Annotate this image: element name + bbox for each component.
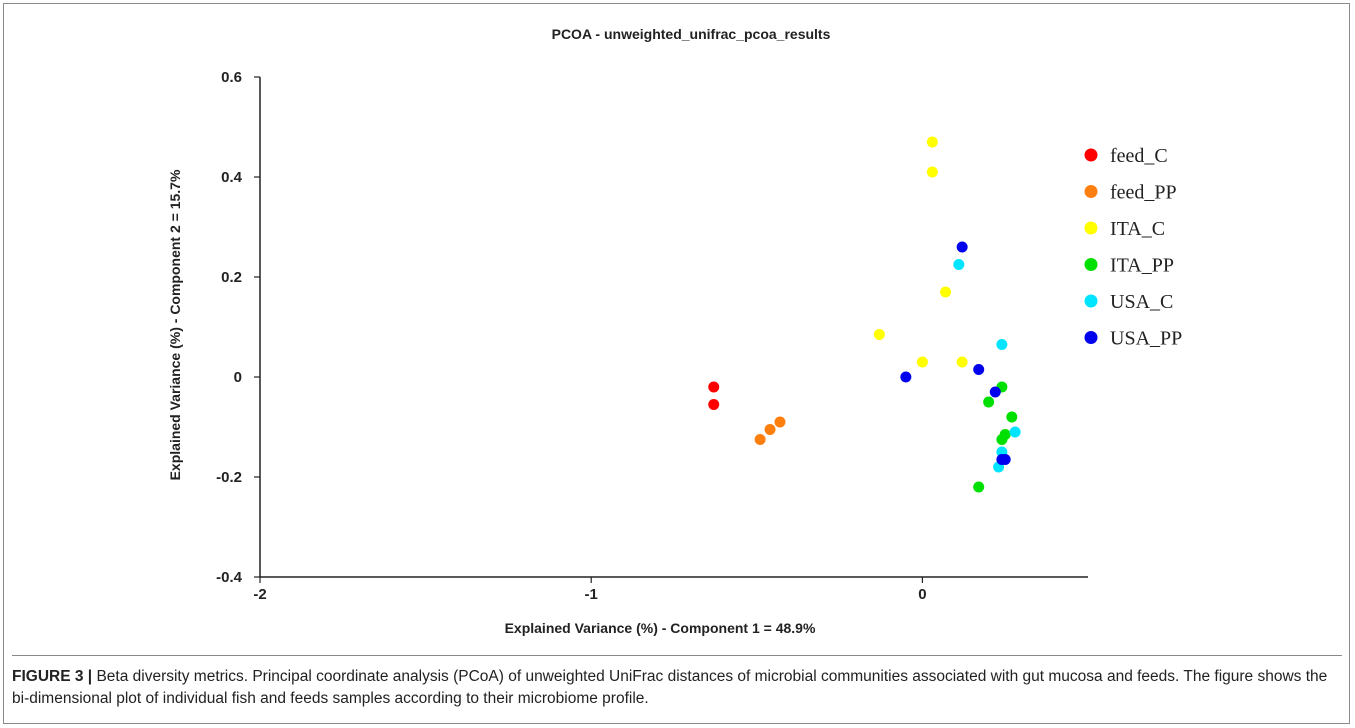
x-tick-label: -1 [585, 586, 598, 603]
point-feed-pp [774, 416, 786, 428]
point-usa-pp [973, 364, 985, 375]
figure-frame [3, 3, 1350, 724]
y-axis-title: Explained Variance (%) - Component 2 = 1… [167, 169, 183, 480]
chart-title: PCOA - unweighted_unifrac_pcoa_results [552, 26, 831, 42]
legend-marker [1084, 185, 1098, 198]
y-tick-label: -0.2 [216, 469, 242, 486]
point-ita-c [926, 166, 938, 178]
point-usa-c [1009, 426, 1021, 438]
point-feed-c [708, 381, 720, 393]
pcoa-scatter-plot: PCOA - unweighted_unifrac_pcoa_results 0… [167, 26, 1182, 636]
y-tick-label: 0.6 [221, 69, 242, 86]
y-tick-label: 0 [234, 369, 242, 386]
legend-label: ITA_PP [1110, 255, 1174, 277]
point-ita-c [926, 136, 938, 148]
legend-label: USA_PP [1110, 328, 1182, 350]
x-tick-labels: -2 -1 0 [253, 586, 926, 603]
legend-marker [1084, 331, 1098, 344]
x-axis-title: Explained Variance (%) - Component 1 = 4… [505, 620, 816, 636]
legend-label: feed_PP [1110, 182, 1177, 204]
point-feed-pp [764, 424, 776, 435]
legend-marker [1084, 258, 1098, 271]
y-tick-labels: 0.6 0.4 0.2 0 -0.2 -0.4 [216, 69, 243, 586]
legend-label: ITA_C [1110, 218, 1165, 240]
point-ita-pp [983, 396, 995, 408]
caption-text: Beta diversity metrics. Principal coordi… [12, 668, 1328, 707]
point-usa-pp [989, 386, 1001, 398]
point-ita-pp [973, 481, 985, 493]
point-ita-c [916, 356, 928, 368]
point-ita-pp [996, 434, 1008, 445]
point-usa-pp [999, 454, 1011, 465]
legend-marker [1084, 294, 1098, 308]
y-tick-label: 0.2 [221, 269, 242, 286]
point-feed-pp [754, 434, 766, 445]
point-ita-pp [1006, 411, 1018, 423]
data-points [708, 136, 1021, 493]
figure-caption: FIGURE 3 | Beta diversity metrics. Princ… [12, 655, 1342, 710]
legend: feed_C feed_PP ITA_C ITA_PP USA_C USA_PP [1084, 145, 1182, 350]
legend-label: USA_C [1110, 291, 1173, 313]
point-feed-c [708, 399, 720, 410]
legend-marker [1084, 148, 1098, 162]
x-tick-label: -2 [253, 586, 266, 603]
point-ita-c [956, 356, 968, 368]
caption-label: FIGURE 3 | [12, 668, 93, 685]
point-usa-c [953, 259, 965, 270]
point-usa-pp [956, 241, 968, 253]
point-usa-pp [900, 371, 912, 383]
point-usa-c [996, 339, 1008, 350]
x-tick-label: 0 [918, 586, 926, 603]
legend-marker [1084, 221, 1098, 235]
legend-label: feed_C [1110, 145, 1168, 167]
point-ita-c [940, 286, 952, 298]
y-tick-label: -0.4 [216, 569, 243, 586]
y-tick-label: 0.4 [221, 169, 243, 186]
point-ita-c [873, 329, 885, 340]
axes [254, 76, 1088, 583]
